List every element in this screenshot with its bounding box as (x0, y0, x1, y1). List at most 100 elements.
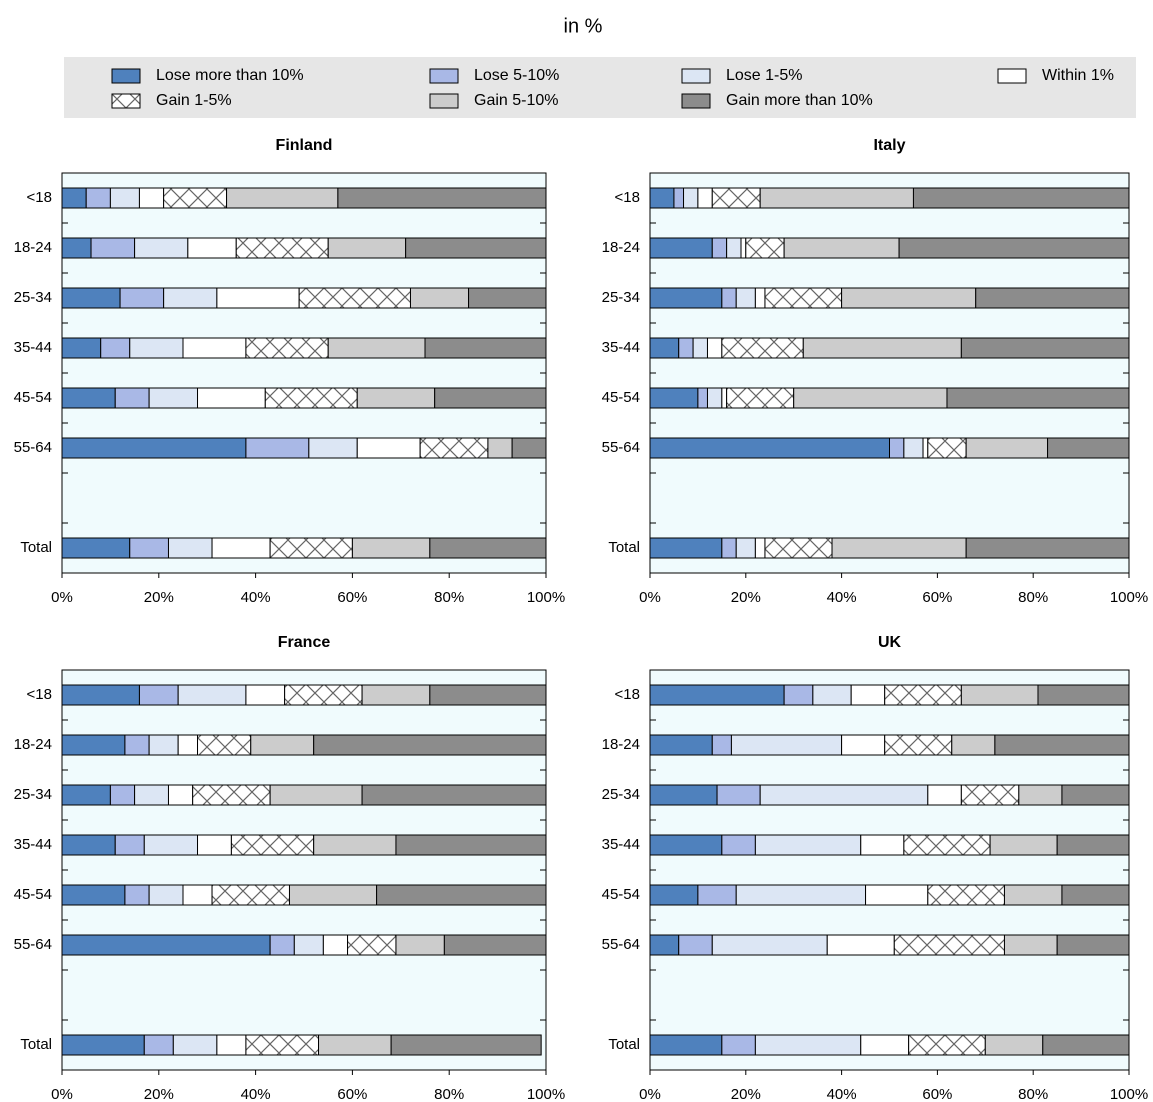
bar-segment (726, 237, 742, 259)
x-tick-label: 0% (51, 1086, 73, 1102)
bar-segment (61, 834, 116, 856)
bar-segment (730, 734, 843, 756)
y-tick-label: 35-44 (14, 836, 52, 853)
bar-segment (361, 684, 431, 706)
x-tick-label: 60% (922, 1086, 952, 1102)
x-tick-label: 100% (1110, 1086, 1148, 1102)
bar-segment (308, 437, 358, 459)
bar-segment (884, 734, 953, 756)
y-tick-label: 55-64 (14, 439, 52, 456)
y-tick-label: 18-24 (602, 736, 640, 753)
bar-segment (960, 784, 1020, 806)
bar-segment (61, 237, 92, 259)
bar-segment (61, 934, 271, 956)
bar-segment (831, 537, 967, 559)
bar-segment (683, 187, 699, 209)
y-tick-label: 55-64 (602, 936, 640, 953)
bar-segment (975, 287, 1130, 309)
bar-segment (841, 734, 886, 756)
bar-segment (230, 834, 315, 856)
bar-segment (745, 237, 785, 259)
bar-segment (61, 437, 247, 459)
bar-segment (163, 287, 218, 309)
bar-segment (148, 734, 179, 756)
legend-label: Lose 5-10% (474, 67, 559, 84)
x-tick-label: 20% (731, 589, 761, 606)
plot-frame (649, 172, 1130, 574)
bar-segment (313, 734, 547, 756)
bar-segment (109, 187, 140, 209)
bar-segment (134, 784, 169, 806)
bar-segment (706, 387, 723, 409)
bar-segment (908, 1034, 986, 1056)
bar-segment (61, 387, 116, 409)
bar-segment (649, 437, 890, 459)
bar-segment (927, 784, 962, 806)
x-tick-label: 40% (827, 589, 857, 606)
x-tick-label: 60% (337, 1086, 367, 1102)
plot-area (650, 173, 1129, 573)
bar-segment (649, 884, 699, 906)
bar-segment (114, 834, 145, 856)
legend-swatch (681, 93, 711, 109)
bar-segment (649, 834, 723, 856)
x-tick-label: 80% (434, 1086, 464, 1102)
bar-segment (994, 734, 1130, 756)
bar-segment (119, 287, 165, 309)
plot-frame (61, 669, 547, 1071)
x-tick-label: 0% (639, 589, 661, 606)
x-tick-label: 80% (1018, 589, 1048, 606)
bar-segment (293, 934, 324, 956)
legend-label: Gain 5-10% (474, 92, 559, 109)
bar-segment (812, 684, 852, 706)
bar-segment (697, 884, 737, 906)
bar-segment (211, 884, 290, 906)
y-tick-label: 18-24 (602, 239, 640, 256)
bar-segment (802, 337, 962, 359)
bar-segment (865, 884, 929, 906)
x-tick-label: 60% (922, 589, 952, 606)
bar-segment (129, 337, 184, 359)
bar-segment (922, 437, 929, 459)
x-tick-label: 100% (1110, 589, 1148, 606)
legend-label: Lose 1-5% (726, 67, 803, 84)
bar-segment (511, 437, 547, 459)
bar-segment (197, 387, 266, 409)
bar-segment (124, 734, 150, 756)
y-tick-label: <18 (27, 189, 52, 206)
bar-segment (245, 437, 310, 459)
bar-segment (419, 437, 489, 459)
bar-segment (192, 784, 271, 806)
y-tick-label: 18-24 (14, 736, 52, 753)
bar-segment (1047, 437, 1130, 459)
bar-segment (114, 387, 150, 409)
bar-segment (678, 934, 713, 956)
bar-segment (860, 834, 905, 856)
x-tick-label: 60% (337, 589, 367, 606)
bar-segment (61, 684, 140, 706)
plot-frame (61, 172, 547, 574)
bar-segment (735, 884, 867, 906)
y-tick-label: 45-54 (602, 886, 640, 903)
x-tick-label: 100% (527, 589, 565, 606)
bar-segment (395, 834, 547, 856)
bar-segment (124, 884, 150, 906)
bar-segment (313, 834, 397, 856)
bar-segment (754, 834, 862, 856)
bar-segment (61, 287, 121, 309)
plot-area (62, 173, 546, 573)
y-tick-label: 35-44 (14, 339, 52, 356)
bar-segment (1003, 884, 1063, 906)
bar-segment (182, 337, 247, 359)
bar-segment (424, 337, 547, 359)
bar-segment (100, 337, 131, 359)
bar-segment (711, 237, 728, 259)
bar-segment (61, 734, 126, 756)
bar-segment (649, 237, 713, 259)
bar-segment (434, 387, 547, 409)
x-tick-label: 40% (241, 1086, 271, 1102)
bar-segment (697, 387, 708, 409)
bar-segment (735, 537, 756, 559)
bar-segment (405, 237, 547, 259)
